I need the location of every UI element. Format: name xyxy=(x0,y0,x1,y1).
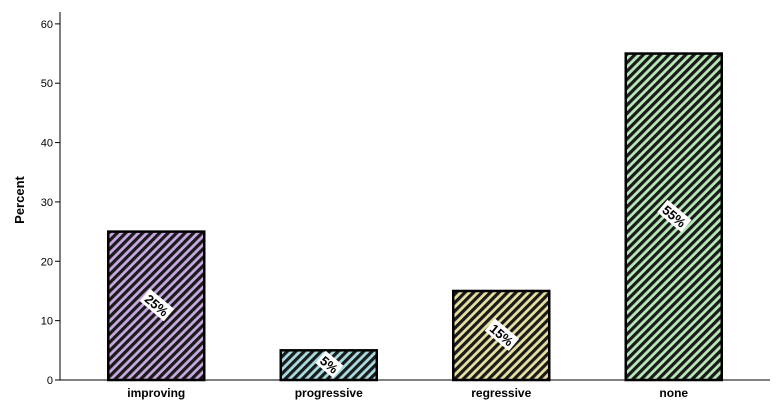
y-tick-label: 50 xyxy=(41,78,53,90)
category-label-improving: improving xyxy=(127,386,185,400)
y-tick-label: 30 xyxy=(41,197,53,209)
y-tick-label: 10 xyxy=(41,316,53,328)
data-label-box xyxy=(657,199,692,233)
y-tick-label: 0 xyxy=(47,375,53,387)
y-tick-label: 20 xyxy=(41,256,53,268)
category-label-regressive: regressive xyxy=(471,386,531,400)
category-label-progressive: progressive xyxy=(295,386,363,400)
category-label-none: none xyxy=(659,386,688,400)
y-tick-label: 60 xyxy=(41,19,53,31)
y-tick-label: 40 xyxy=(41,138,53,150)
bars: 25%5%15%55% xyxy=(107,52,723,382)
data-label-box xyxy=(315,350,344,378)
y-ticks: 0 10 20 30 40 50 60 xyxy=(41,19,60,387)
data-label-box xyxy=(139,288,175,322)
y-axis-title: Percent xyxy=(12,175,27,223)
category-labels: improving progressive regressive none xyxy=(127,386,688,400)
data-label-box xyxy=(484,318,520,351)
